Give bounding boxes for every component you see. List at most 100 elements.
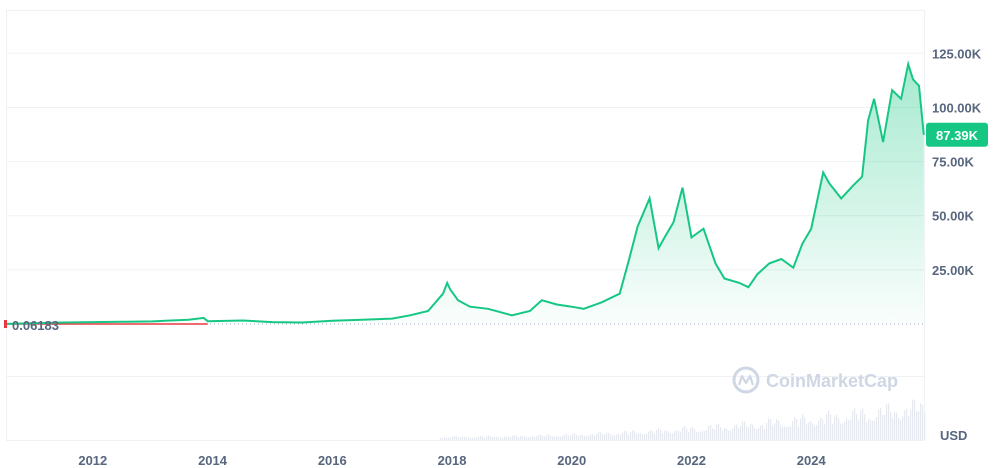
volume-bar — [782, 426, 784, 440]
volume-bar — [560, 436, 562, 440]
price-area — [6, 64, 924, 324]
volume-bar — [718, 423, 720, 440]
volume-bar — [654, 433, 656, 440]
volume-bar — [662, 433, 664, 440]
volume-bar — [492, 437, 494, 440]
volume-bar — [842, 423, 844, 440]
volume-bar — [908, 416, 910, 440]
volume-bar — [802, 414, 804, 440]
volume-bar — [658, 428, 660, 440]
volume-bar — [878, 409, 880, 440]
y-tick-label: 100.00K — [932, 100, 982, 115]
volume-bar — [550, 435, 552, 440]
y-tick-label: 75.00K — [932, 155, 975, 170]
volume-bar — [618, 434, 620, 440]
volume-bar — [716, 424, 718, 440]
volume-bar — [786, 427, 788, 440]
volume-bar — [636, 433, 638, 440]
volume-bar — [582, 434, 584, 440]
volume-bar — [918, 411, 920, 440]
volume-bar — [664, 431, 666, 440]
volume-bar — [602, 434, 604, 440]
volume-bar — [572, 433, 574, 440]
volume-bar — [748, 427, 750, 440]
volume-bar — [648, 431, 650, 440]
volume-bar — [510, 437, 512, 440]
volume-bar — [720, 427, 722, 440]
volume-bar — [522, 435, 524, 440]
volume-bar — [668, 431, 670, 440]
volume-bar — [484, 437, 486, 440]
volume-bar — [898, 417, 900, 440]
volume-bar — [902, 416, 904, 440]
volume-bar — [626, 431, 628, 440]
volume-bar — [746, 426, 748, 440]
volume-bar — [548, 434, 550, 440]
volume-bar — [852, 411, 854, 440]
volume-bar — [544, 436, 546, 440]
volume-bar — [796, 418, 798, 440]
volume-bar — [574, 433, 576, 440]
volume-bar — [828, 410, 830, 440]
volume-bar — [892, 418, 894, 440]
volume-bar — [730, 430, 732, 440]
volume-bar — [866, 422, 868, 440]
volume-bar — [528, 437, 530, 440]
volume-bar — [886, 404, 888, 440]
volume-bar — [512, 435, 514, 440]
volume-bar — [480, 436, 482, 440]
volume-bar — [632, 430, 634, 440]
volume-bar — [472, 437, 474, 440]
volume-bar — [556, 436, 558, 440]
brand-text: CoinMarketCap — [766, 371, 898, 391]
volume-bar — [736, 424, 738, 440]
volume-bar — [502, 437, 504, 440]
x-tick-label: 2016 — [318, 453, 347, 468]
x-tick-label: 2022 — [677, 453, 706, 468]
volume-bar — [496, 436, 498, 440]
volume-bar — [844, 421, 846, 440]
volume-bar — [546, 434, 548, 440]
volume-bar — [482, 436, 484, 440]
volume-bar — [784, 426, 786, 440]
volume-bar — [478, 436, 480, 440]
volume-bar — [752, 424, 754, 440]
volume-bar — [714, 429, 716, 440]
volume-bar — [776, 419, 778, 440]
volume-bar — [910, 409, 912, 440]
volume-bar — [890, 411, 892, 440]
volume-bar — [900, 420, 902, 440]
volume-bar — [506, 436, 508, 440]
volume-bar — [740, 426, 742, 440]
volume-bar — [698, 431, 700, 440]
volume-bar — [656, 429, 658, 440]
volume-bar — [540, 434, 542, 440]
volume-bar — [712, 428, 714, 440]
volume-bar — [818, 420, 820, 440]
grid-lines — [6, 52, 925, 271]
volume-bar — [666, 430, 668, 440]
volume-bar — [688, 432, 690, 440]
volume-bar — [588, 435, 590, 440]
volume-bar — [498, 437, 500, 440]
volume-bar — [554, 436, 556, 440]
volume-bar — [848, 420, 850, 440]
volume-bar — [566, 434, 568, 440]
volume-bar — [604, 434, 606, 440]
volume-bar — [516, 435, 518, 440]
volume-bar — [836, 414, 838, 440]
volume-bar — [520, 436, 522, 440]
volume-bar — [576, 434, 578, 440]
volume-bar — [728, 430, 730, 440]
coinmarketcap-logo: CoinMarketCap — [732, 366, 898, 394]
volume-bar — [610, 434, 612, 440]
volume-bar — [672, 433, 674, 440]
volume-bar — [594, 435, 596, 440]
volume-bar — [820, 417, 822, 440]
volume-bar — [920, 403, 922, 440]
volume-bar — [490, 436, 492, 440]
start-marker — [4, 320, 7, 328]
volume-bar — [624, 430, 626, 440]
volume-bar — [804, 417, 806, 440]
